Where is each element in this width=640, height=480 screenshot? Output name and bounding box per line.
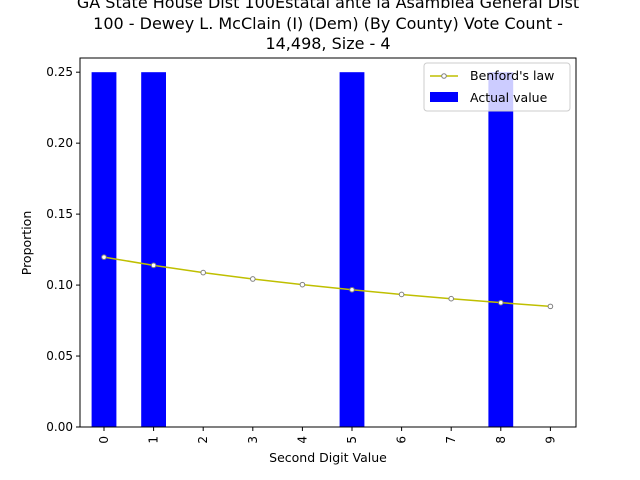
benford-point-4 [299, 281, 306, 288]
x-tick-label: 7 [444, 436, 458, 444]
legend-bar-swatch [430, 92, 458, 102]
x-tick-label: 2 [196, 436, 210, 444]
x-tick-label: 4 [295, 436, 309, 444]
x-tick-label: 3 [246, 436, 260, 444]
legend: Benford's law Actual value [423, 62, 571, 112]
chart-title: GA State House Dist 100Estatal ante la A… [77, 0, 579, 53]
legend-marker-swatch [441, 73, 447, 79]
benford-point-5 [349, 286, 355, 293]
x-axis-label: Second Digit Value [269, 450, 387, 465]
x-tick-label: 8 [494, 436, 508, 444]
y-tick-label: 0.25 [46, 65, 73, 79]
x-tick-label: 0 [97, 436, 111, 444]
y-tick-label: 0.05 [46, 349, 73, 363]
x-axis: 0 1 2 3 4 5 6 7 8 9 [97, 427, 557, 444]
x-tick-label: 6 [395, 436, 409, 444]
benford-point-0 [101, 254, 107, 260]
bar-digit-5 [339, 72, 365, 427]
plot-frame [79, 57, 577, 428]
benford-line [103, 256, 551, 308]
x-tick-label: 5 [345, 436, 359, 444]
legend-label-benford: Benford's law [470, 68, 554, 83]
y-axis-label: Proportion [19, 211, 34, 276]
benford-point-3 [250, 276, 256, 282]
benford-point-2 [200, 269, 206, 276]
title-line-3: 14,498, Size - 4 [265, 34, 390, 53]
benford-point-8 [498, 299, 504, 306]
legend-label-actual: Actual value [470, 90, 548, 105]
title-line-2: 100 - Dewey L. McClain (I) (Dem) (By Cou… [93, 14, 563, 33]
title-line-1: GA State House Dist 100Estatal ante la A… [77, 0, 579, 12]
x-tick-label: 1 [147, 436, 161, 444]
y-tick-label: 0.15 [46, 207, 73, 221]
y-tick-label: 0.20 [46, 136, 73, 150]
y-axis: 0.00 0.05 0.10 0.15 0.20 0.25 [46, 65, 80, 434]
x-tick-label: 9 [543, 436, 557, 444]
legend-box [423, 62, 571, 112]
benford-point-9 [547, 303, 554, 310]
benford-line-series [101, 254, 554, 310]
bar-series [91, 72, 514, 427]
benford-point-1 [150, 262, 157, 269]
benford-point-6 [398, 291, 405, 298]
y-tick-label: 0.10 [46, 278, 73, 292]
bar-digit-0 [91, 72, 117, 427]
benford-point-7 [448, 295, 455, 302]
bar-digit-1 [141, 72, 166, 427]
bar-digit-8 [488, 72, 514, 427]
y-tick-label: 0.00 [46, 420, 73, 434]
